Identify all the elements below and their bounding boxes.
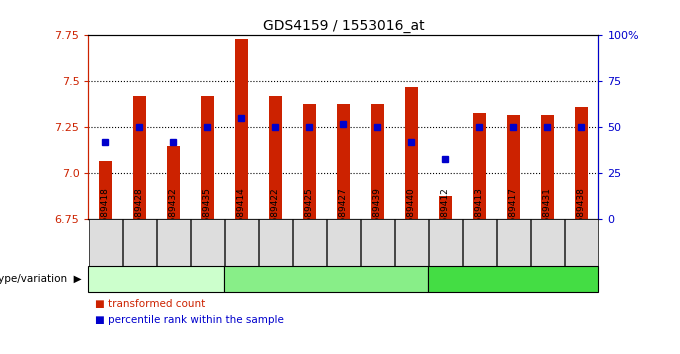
Text: COP1.JUN knockdown: COP1.JUN knockdown [270, 274, 383, 284]
Text: ■ percentile rank within the sample: ■ percentile rank within the sample [95, 315, 284, 325]
Text: GSM689412: GSM689412 [441, 188, 450, 242]
Bar [167, 146, 180, 219]
Text: GSM689435: GSM689435 [203, 188, 212, 242]
Bar [473, 113, 486, 219]
Bar [133, 96, 146, 219]
Text: GSM689432: GSM689432 [169, 188, 178, 242]
Text: GSM689418: GSM689418 [101, 188, 110, 242]
Bar [507, 115, 520, 219]
Text: GSM689414: GSM689414 [237, 188, 246, 242]
Bar [269, 96, 282, 219]
Bar [337, 103, 350, 219]
Bar [541, 115, 554, 219]
Text: GSM689439: GSM689439 [373, 188, 382, 242]
Text: control: control [138, 274, 175, 284]
Text: GSM689425: GSM689425 [305, 188, 314, 242]
Bar [303, 103, 316, 219]
Text: GSM689438: GSM689438 [577, 188, 586, 242]
Bar [439, 195, 452, 219]
Text: ■ transformed count: ■ transformed count [95, 299, 205, 309]
Bar [371, 103, 384, 219]
Text: GSM689427: GSM689427 [339, 188, 348, 242]
Text: GSM689431: GSM689431 [543, 188, 552, 242]
Bar [99, 161, 112, 219]
Title: GDS4159 / 1553016_at: GDS4159 / 1553016_at [262, 19, 424, 33]
Text: GSM689428: GSM689428 [135, 188, 144, 242]
Bar [201, 96, 214, 219]
Text: genotype/variation  ▶: genotype/variation ▶ [0, 274, 82, 284]
Bar [575, 107, 588, 219]
Text: GSM689413: GSM689413 [475, 188, 484, 242]
Text: GSM689440: GSM689440 [407, 188, 416, 242]
Bar [405, 87, 418, 219]
Text: COP1.JUN.ETV1 knockdown: COP1.JUN.ETV1 knockdown [442, 274, 585, 284]
Text: GSM689422: GSM689422 [271, 188, 280, 242]
Text: GSM689417: GSM689417 [509, 188, 518, 242]
Bar [235, 39, 248, 219]
